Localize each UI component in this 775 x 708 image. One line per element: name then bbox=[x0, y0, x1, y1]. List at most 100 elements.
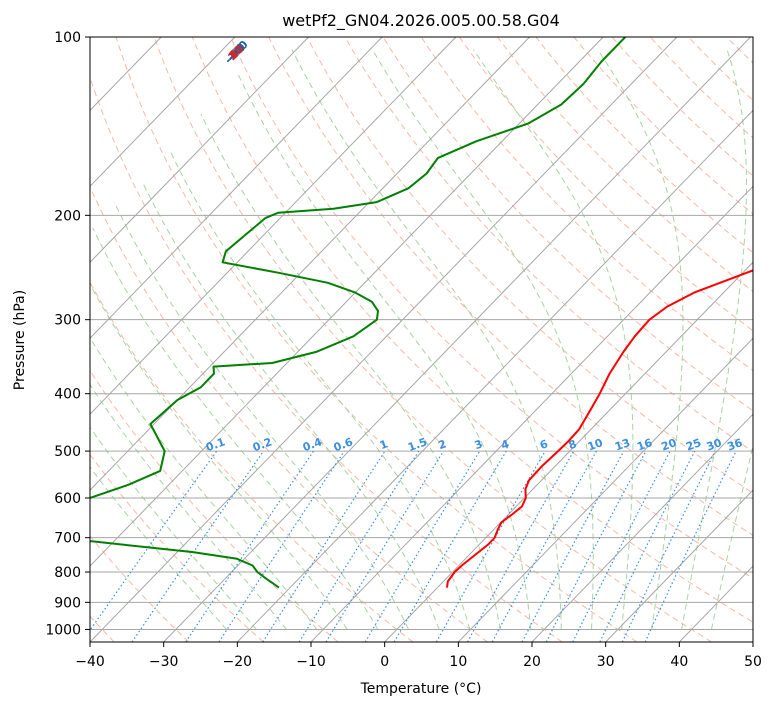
x-tick-label: −20 bbox=[223, 654, 253, 670]
mixing-ratio-line bbox=[131, 450, 265, 642]
isotherm bbox=[384, 261, 753, 642]
isotherm bbox=[90, 37, 383, 339]
isotherm bbox=[90, 37, 678, 642]
dry-adiabat bbox=[90, 185, 488, 642]
plot-frame bbox=[89, 36, 754, 643]
dry-adiabat bbox=[458, 37, 753, 332]
x-tick-label: −10 bbox=[296, 654, 326, 670]
isotherm bbox=[163, 37, 751, 642]
mixing-ratio-label: 10 bbox=[586, 436, 605, 454]
mixing-ratio-line bbox=[644, 450, 737, 642]
x-tick-label: 30 bbox=[597, 654, 615, 670]
dry-adiabat bbox=[115, 37, 638, 642]
dry-adiabat bbox=[90, 75, 563, 642]
mixing-ratio-line bbox=[466, 450, 575, 642]
y-tick-label: 400 bbox=[54, 387, 81, 403]
mixing-ratio-label: 30 bbox=[705, 436, 724, 454]
mixing-ratio-label: 4 bbox=[499, 437, 511, 452]
mixing-ratio-line bbox=[364, 450, 481, 642]
moist-adiabat bbox=[141, 180, 440, 630]
y-tick-label: 600 bbox=[54, 491, 81, 507]
x-tick-label: 10 bbox=[449, 654, 467, 670]
moist-adiabat bbox=[90, 466, 227, 630]
series-layer bbox=[90, 37, 753, 589]
dry-adiabat bbox=[420, 37, 753, 372]
mixing-ratio-line bbox=[572, 450, 671, 642]
isotherm bbox=[90, 37, 604, 567]
mixing-ratio-label: 0.2 bbox=[251, 435, 274, 454]
mixing-ratio-label: 0.1 bbox=[204, 435, 227, 454]
mixing-ratio-label: 13 bbox=[613, 436, 632, 453]
y-tick-label: 900 bbox=[54, 595, 81, 611]
mixing-ratio-label: 0.6 bbox=[332, 435, 355, 454]
isotherm bbox=[457, 337, 753, 642]
dry-adiabat bbox=[90, 535, 190, 642]
isotherm bbox=[90, 37, 309, 263]
mixing-ratio-line bbox=[185, 450, 314, 642]
mixing-ratio-line bbox=[545, 450, 647, 642]
mixing-ratio-line bbox=[521, 450, 625, 642]
x-axis: −40 −30 −20 −10 0 10 20 30 40 50 bbox=[75, 642, 762, 670]
moist-adiabat bbox=[371, 49, 594, 630]
x-tick-label: −30 bbox=[149, 654, 179, 670]
dry-adiabat bbox=[765, 37, 775, 642]
mixing-ratio-line bbox=[621, 450, 716, 642]
moist-adiabat bbox=[200, 113, 501, 630]
x-axis-label: Temperature (°C) bbox=[360, 681, 482, 697]
dry-adiabat bbox=[306, 37, 753, 494]
moist-adiabat bbox=[681, 49, 747, 630]
mixing-ratio-line bbox=[90, 450, 218, 632]
isotherm bbox=[310, 185, 753, 642]
mixing-ratio-label: 25 bbox=[684, 436, 703, 453]
moist-adiabat bbox=[472, 49, 634, 630]
mixing-ratio-label: 8 bbox=[567, 437, 579, 452]
mixing-ratio-line bbox=[218, 450, 345, 642]
y-tick-label: 800 bbox=[54, 565, 81, 581]
y-tick-label: 500 bbox=[54, 444, 81, 460]
moist-adiabat bbox=[711, 443, 753, 630]
temperature-profile bbox=[446, 269, 753, 588]
x-tick-label: −40 bbox=[75, 654, 105, 670]
dry-adiabat bbox=[191, 37, 753, 623]
isotherm bbox=[90, 37, 457, 415]
moist-adiabat bbox=[597, 49, 684, 630]
isotherm bbox=[752, 641, 753, 642]
mixing-ratio-label: 6 bbox=[538, 437, 550, 452]
moist-adiabat bbox=[90, 426, 257, 630]
moist-adiabat bbox=[90, 336, 318, 630]
mixing-ratio-line bbox=[491, 450, 597, 642]
moist-adiabat bbox=[291, 49, 562, 630]
isotherm bbox=[605, 489, 753, 642]
dry-adiabat bbox=[90, 369, 339, 642]
dry-adiabat bbox=[90, 281, 414, 642]
dry-adiabat bbox=[90, 453, 264, 642]
y-tick-label: 200 bbox=[54, 208, 81, 224]
mixing-ratio-label: 1 bbox=[378, 437, 390, 452]
x-tick-label: 0 bbox=[380, 654, 389, 670]
dry-adiabat bbox=[649, 37, 753, 139]
mixing-ratio-label: 36 bbox=[725, 436, 744, 454]
moist-adiabat bbox=[113, 201, 409, 630]
y-tick-label: 300 bbox=[54, 313, 81, 329]
dewpoint-profile bbox=[90, 37, 627, 589]
y-axis-label: Pressure (hPa) bbox=[12, 290, 28, 390]
moist-adiabat bbox=[237, 72, 532, 630]
mixing-ratio-line bbox=[262, 450, 386, 642]
dry-adiabat bbox=[497, 37, 753, 293]
mixing-ratio-label: 2 bbox=[436, 437, 448, 452]
moist-adiabat bbox=[90, 283, 348, 630]
y-tick-label: 100 bbox=[54, 30, 81, 46]
mixing-ratio-label: 3 bbox=[473, 437, 485, 452]
y-tick-label: 1000 bbox=[45, 622, 81, 638]
isotherm bbox=[90, 37, 530, 491]
moist-adiabat bbox=[90, 383, 287, 630]
dry-adiabat bbox=[688, 37, 753, 102]
isotherm bbox=[236, 109, 753, 642]
dry-adiabat bbox=[535, 37, 753, 254]
y-tick-label: 700 bbox=[54, 531, 81, 547]
moist-adiabat bbox=[169, 149, 471, 630]
mixing-ratio-label: 1.5 bbox=[406, 435, 429, 454]
dry-adiabat bbox=[726, 37, 753, 64]
grid-layer: 0.1 0.2 0.4 0.6 1 1.5 2 3 4 6 8 10 13 16 20 25 30 36-100-… bbox=[90, 37, 775, 642]
